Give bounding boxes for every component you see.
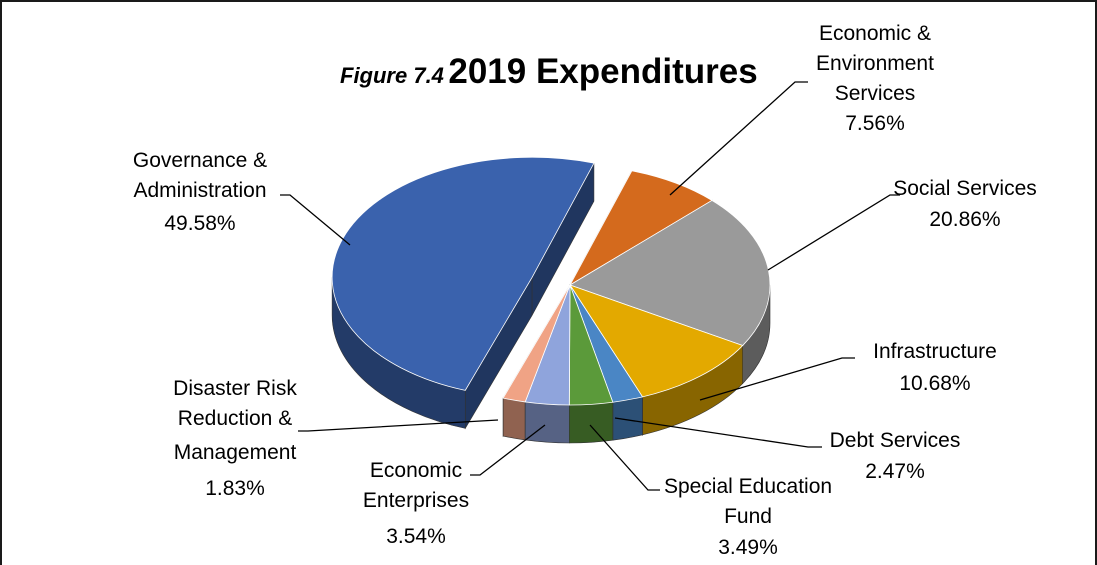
slice-label: Management: [174, 441, 297, 464]
leader-line: [699, 357, 855, 401]
leader-line: [280, 194, 351, 246]
pie-slice: [568, 170, 713, 287]
pie-slice-wall: [524, 401, 570, 444]
slice-label: Fund: [724, 505, 772, 528]
leader-line: [614, 417, 822, 448]
slice-value: 7.56%: [845, 112, 905, 135]
slice-label: Environment: [816, 52, 934, 75]
slice-label: Services: [835, 82, 916, 105]
slice-labels: Economic & Environment Services 7.56% Social…: [133, 22, 1037, 559]
figure-number: Figure 7.4: [340, 63, 444, 88]
slice-label: Enterprises: [363, 489, 469, 512]
chart-title: Figure 7.4 2019 Expenditures: [340, 52, 758, 92]
slice-label: Debt Services: [830, 429, 961, 452]
leader-line: [589, 424, 660, 491]
slice-label: Infrastructure: [873, 340, 997, 363]
slice-value: 1.83%: [205, 477, 265, 500]
slice-label: Governance &: [133, 149, 267, 172]
pie-slice: [502, 284, 571, 403]
slice-label: Administration: [133, 179, 266, 202]
chart-title-text: 2019 Expenditures: [448, 52, 758, 91]
pie-slice-wall: [569, 401, 614, 444]
pie-slice: [569, 284, 744, 398]
slice-value: 49.58%: [164, 212, 235, 235]
slice-label: Social Services: [893, 177, 1037, 200]
pie-tops: [331, 156, 771, 406]
leader-line: [470, 424, 546, 476]
slice-value: 2.47%: [865, 460, 925, 483]
slice-value: 20.86%: [929, 208, 1000, 231]
slice-value: 3.54%: [386, 525, 446, 548]
slice-label: Economic &: [819, 22, 931, 45]
pie-slice-wall: [502, 397, 526, 441]
slice-label: Economic: [370, 459, 462, 482]
leader-line: [669, 81, 808, 196]
leader-line: [298, 419, 499, 432]
slice-label: Special Education: [664, 475, 832, 498]
slice-label: Reduction &: [178, 407, 292, 430]
slice-value: 3.49%: [718, 536, 778, 559]
slice-value: 10.68%: [899, 372, 970, 395]
slice-label: Disaster Risk: [173, 377, 297, 400]
leader-line: [767, 194, 900, 271]
